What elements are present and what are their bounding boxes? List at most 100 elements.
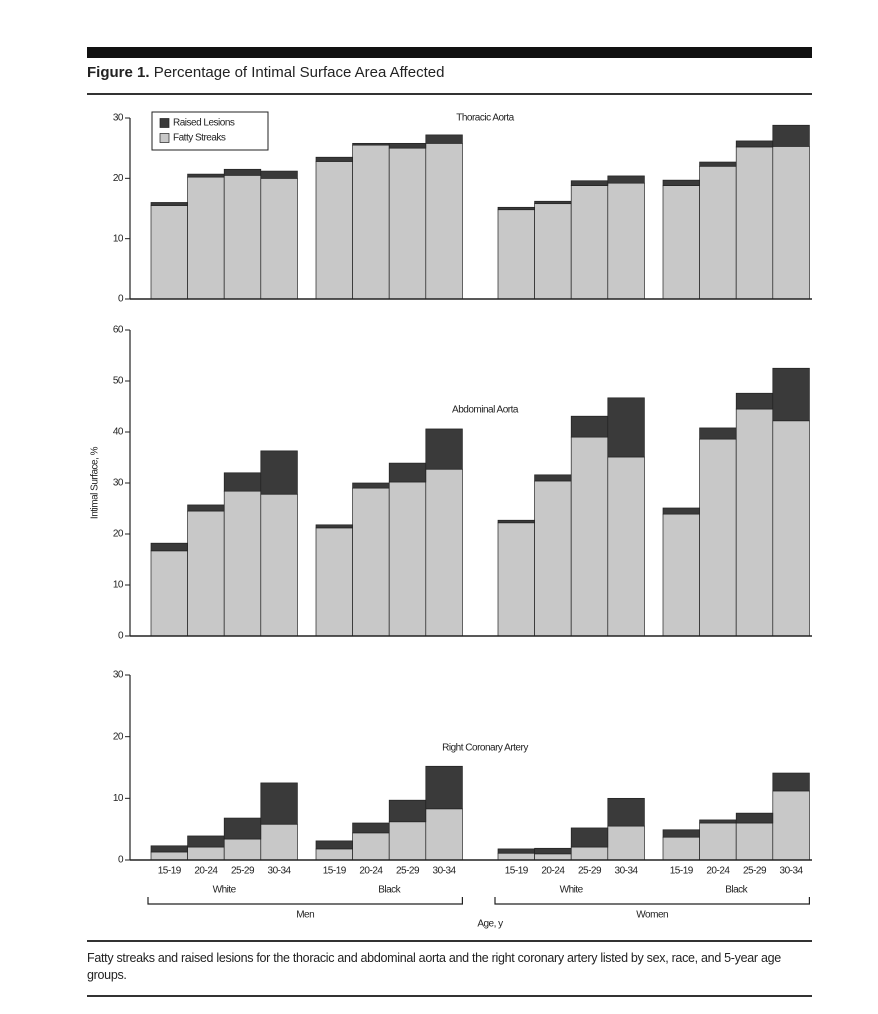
y-tick-label: 30: [113, 670, 124, 681]
panel-title: Abdominal Aorta: [452, 405, 519, 416]
bar-segment: [352, 822, 390, 834]
x-tick-label: 25-29: [743, 866, 767, 877]
bar-segment: [425, 468, 463, 637]
sex-group-label: Men: [296, 910, 314, 921]
legend-box: [151, 111, 269, 151]
bar-segment: [388, 481, 427, 637]
figure-label: Figure 1.: [87, 64, 150, 81]
bar-segment: [772, 367, 810, 422]
bar-segment: [662, 829, 700, 838]
bar-segment: [315, 527, 353, 637]
bar-segment: [150, 202, 188, 206]
race-group-label: Black: [378, 885, 401, 896]
bar-segment: [497, 209, 535, 300]
bar-segment: [388, 142, 427, 149]
x-tick-label: 30-34: [433, 866, 457, 877]
bar-segment: [570, 436, 609, 637]
bar-segment: [607, 456, 645, 637]
bar-segment: [534, 474, 572, 482]
bar-segment: [772, 420, 810, 637]
x-tick-label: 20-24: [541, 866, 565, 877]
bar-segment: [497, 852, 535, 861]
x-tick-label: 15-19: [158, 866, 182, 877]
bar-segment: [772, 146, 810, 300]
bar-segment: [223, 490, 262, 637]
top-rule: [87, 47, 812, 58]
x-tick-label: 15-19: [505, 866, 529, 877]
y-tick-label: 0: [118, 294, 124, 305]
x-tick-label: 20-24: [194, 866, 218, 877]
bar-segment: [223, 174, 262, 300]
bar-segment: [772, 790, 810, 861]
x-tick-label: 25-29: [396, 866, 420, 877]
bar-segment: [388, 462, 427, 483]
x-tick-label: 30-34: [780, 866, 804, 877]
y-axis-label: Intimal Surface, %: [90, 446, 101, 519]
bar-segment: [388, 799, 427, 823]
bar-segment: [150, 550, 188, 637]
bar-segment: [388, 147, 427, 300]
bar-segment: [425, 428, 463, 470]
bar-segment: [388, 821, 427, 861]
y-tick-label: 30: [113, 478, 124, 489]
bar-segment: [699, 427, 737, 440]
bar-segment: [260, 493, 298, 637]
bar-segment: [150, 542, 188, 552]
x-tick-label: 30-34: [615, 866, 639, 877]
bar-segment: [534, 200, 572, 205]
y-tick-label: 20: [113, 529, 124, 540]
bar-segment: [699, 438, 737, 637]
bar-segment: [735, 392, 774, 410]
bar-segment: [699, 822, 737, 861]
bar-segment: [187, 504, 225, 512]
bar-segment: [735, 146, 774, 300]
caption-rule-top: [87, 940, 812, 942]
bar-segment: [735, 140, 774, 148]
x-tick-label: 30-34: [268, 866, 292, 877]
bar-segment: [352, 832, 390, 861]
bar-segment: [425, 142, 463, 300]
y-tick-label: 20: [113, 173, 124, 184]
x-tick-label: 20-24: [359, 866, 383, 877]
bar-segment: [662, 507, 700, 515]
y-tick-label: 10: [113, 233, 124, 244]
y-tick-label: 40: [113, 427, 124, 438]
bar-segment: [187, 835, 225, 848]
bar-segment: [570, 415, 609, 438]
bar-segment: [223, 168, 262, 176]
bar-segment: [607, 797, 645, 827]
legend-swatch: [159, 133, 170, 143]
race-group-label: White: [213, 885, 237, 896]
bar-segment: [607, 825, 645, 861]
bar-segment: [187, 176, 225, 300]
bar-segment: [735, 822, 774, 861]
bar-segment: [315, 156, 353, 162]
bar-segment: [187, 173, 225, 178]
legend-swatch: [159, 118, 170, 128]
figure-title-row: Figure 1. Percentage of Intimal Surface …: [87, 64, 444, 81]
bar-segment: [534, 480, 572, 637]
group-bracket: [494, 897, 810, 905]
bar-segment: [570, 185, 609, 300]
x-tick-label: 20-24: [706, 866, 730, 877]
bar-segment: [260, 782, 298, 825]
x-tick-label: 15-19: [323, 866, 347, 877]
bar-segment: [534, 853, 572, 861]
bar-segment: [187, 846, 225, 861]
bar-segment: [425, 765, 463, 810]
bar-segment: [699, 819, 737, 824]
bar-segment: [607, 397, 645, 458]
bar-segment: [352, 482, 390, 489]
y-tick-label: 10: [113, 793, 124, 804]
y-tick-label: 0: [118, 631, 124, 642]
bar-segment: [223, 838, 262, 861]
bar-segment: [570, 180, 609, 186]
panel-title: Right Coronary Artery: [442, 743, 528, 754]
bar-segment: [260, 450, 298, 495]
y-tick-label: 20: [113, 731, 124, 742]
y-tick-label: 10: [113, 580, 124, 591]
x-tick-label: 15-19: [670, 866, 694, 877]
group-bracket: [147, 897, 463, 905]
